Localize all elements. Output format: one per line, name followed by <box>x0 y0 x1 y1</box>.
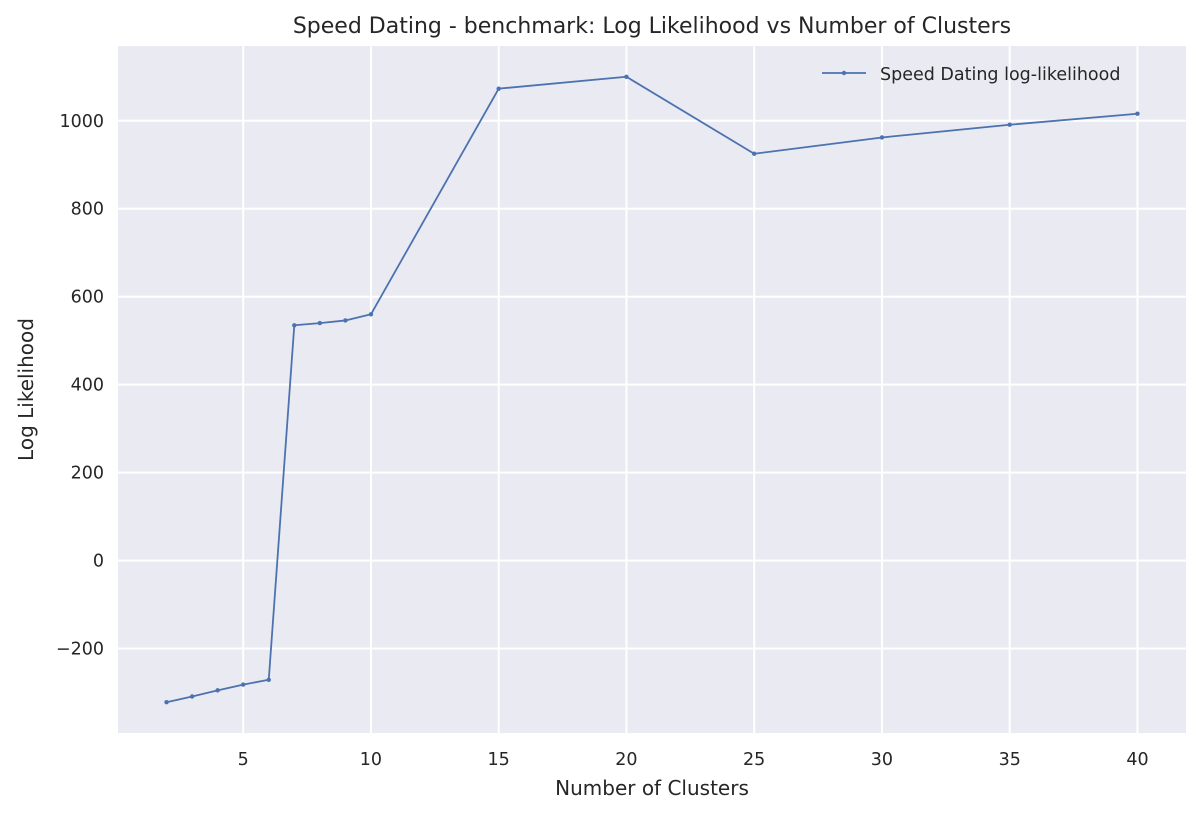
data-point <box>1135 111 1140 116</box>
y-tick-label: 600 <box>71 288 104 308</box>
y-axis-label: Log Likelihood <box>14 318 38 461</box>
data-point <box>752 151 757 156</box>
data-point <box>164 700 169 705</box>
grid-lines <box>118 46 1186 733</box>
x-tick-label: 15 <box>488 750 510 770</box>
chart-title: Speed Dating - benchmark: Log Likelihood… <box>293 14 1011 39</box>
data-point <box>317 320 323 326</box>
y-tick-label: 1000 <box>59 112 104 132</box>
data-point <box>215 688 220 693</box>
y-tick-label: 200 <box>71 464 104 484</box>
x-axis-label: Number of Clusters <box>555 776 749 800</box>
data-point <box>368 312 374 317</box>
x-tick-label: 40 <box>1126 750 1148 770</box>
legend-marker <box>841 70 847 76</box>
y-tick-label: 800 <box>71 200 104 220</box>
tick-labels: 5 10 15 20 25 30 35 40 −200 0 200 400 600 800 1000 <box>56 112 1149 770</box>
data-point <box>1007 122 1012 127</box>
data-point <box>266 677 271 682</box>
data-point <box>496 86 501 91</box>
data-point <box>240 682 246 687</box>
data-point <box>879 135 885 140</box>
x-tick-label: 20 <box>615 750 637 770</box>
x-tick-label: 10 <box>360 750 382 770</box>
series-layer <box>164 74 1140 705</box>
data-point <box>292 323 297 328</box>
x-tick-label: 30 <box>871 750 893 770</box>
y-tick-label: 0 <box>93 552 104 572</box>
legend: Speed Dating log-likelihood <box>822 65 1120 85</box>
plot-area <box>118 46 1186 733</box>
data-point <box>189 694 195 699</box>
data-point <box>343 318 348 323</box>
y-tick-label: −200 <box>56 640 104 660</box>
data-point <box>624 74 629 79</box>
x-tick-label: 5 <box>238 750 249 770</box>
x-tick-label: 25 <box>743 750 765 770</box>
x-tick-label: 35 <box>999 750 1021 770</box>
y-tick-label: 400 <box>71 376 104 396</box>
legend-label: Speed Dating log-likelihood <box>880 65 1120 85</box>
